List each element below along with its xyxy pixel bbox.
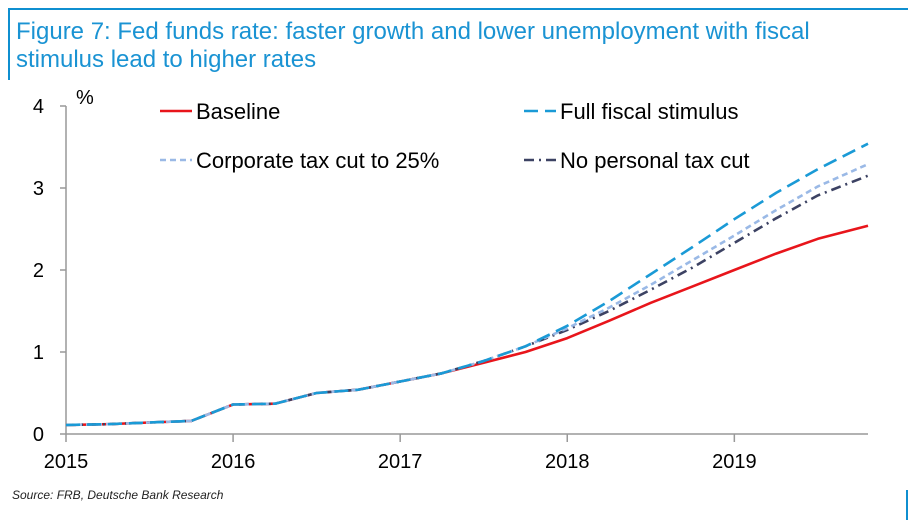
- x-tick-label: 2015: [44, 451, 89, 473]
- frame-right-border: [906, 490, 908, 520]
- legend-label: No personal tax cut: [560, 148, 750, 173]
- legend-label: Corporate tax cut to 25%: [196, 148, 439, 173]
- frame-left-border: [8, 8, 10, 80]
- x-tick-label: 2016: [211, 451, 256, 473]
- legend-label: Full fiscal stimulus: [560, 99, 738, 124]
- series-line-full-fiscal-stimulus: [65, 142, 869, 427]
- legend: Baseline Full fiscal stimulus Corporate ta…: [160, 99, 750, 173]
- legend-label: Baseline: [196, 99, 280, 124]
- ticks: 0 1 2 3 4 2015 2016 2017 2018 2019: [33, 96, 757, 473]
- x-tick-label: 2019: [712, 451, 757, 473]
- x-tick-label: 2017: [378, 451, 423, 473]
- y-tick-label: 3: [33, 178, 44, 200]
- x-tick-label: 2018: [545, 451, 590, 473]
- y-tick-label: 4: [33, 96, 44, 118]
- series-line-baseline: [65, 224, 869, 427]
- y-tick-label: 1: [33, 342, 44, 364]
- frame-top-border: [8, 8, 908, 10]
- figure-title: Figure 7: Fed funds rate: faster growth …: [16, 18, 810, 73]
- series-line-no-personal-tax-cut: [65, 174, 869, 427]
- y-tick-label: 2: [33, 260, 44, 282]
- y-axis-unit-label: %: [76, 87, 94, 109]
- y-tick-label: 0: [33, 424, 44, 446]
- source-note: Source: FRB, Deutsche Bank Research: [12, 488, 224, 502]
- series-group: [65, 142, 869, 427]
- series-line-corporate-tax-cut-to-25: [65, 163, 869, 427]
